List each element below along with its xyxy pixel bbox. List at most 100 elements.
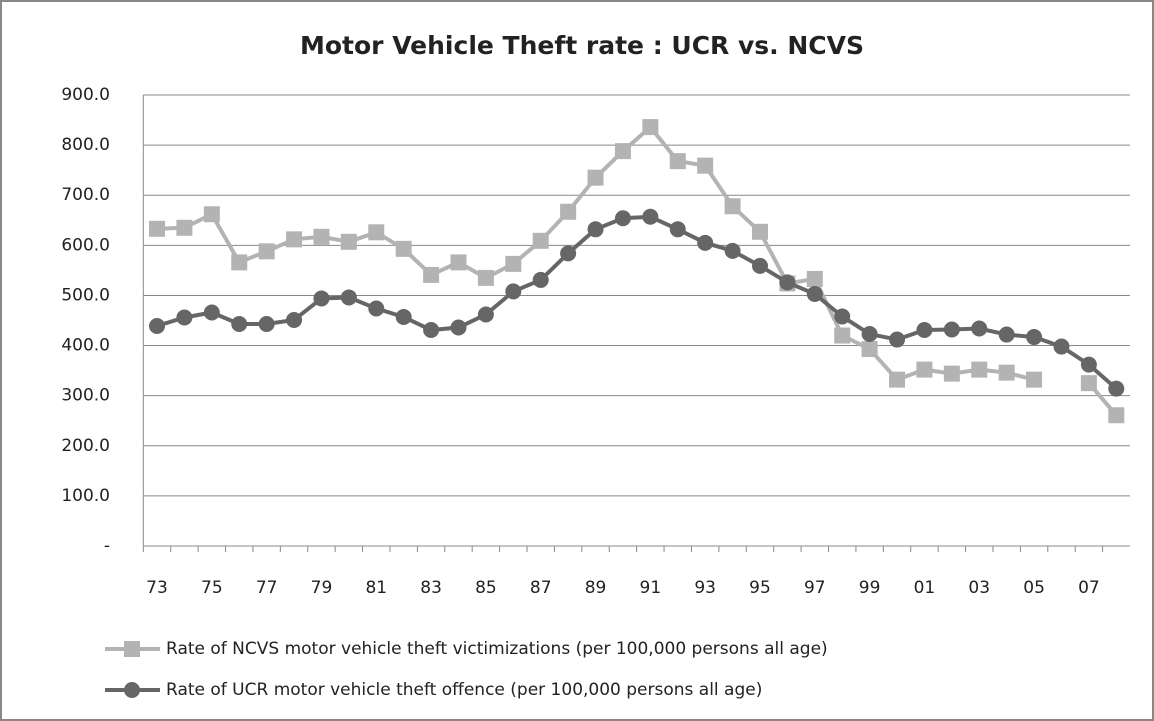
- y-tick-label: 400.0: [61, 336, 110, 356]
- data-point: [724, 198, 741, 215]
- y-tick-label: 900.0: [61, 85, 110, 105]
- data-point: [1026, 371, 1043, 388]
- y-tick-label: 300.0: [61, 386, 110, 406]
- data-point: [203, 304, 220, 321]
- data-point: [889, 371, 906, 388]
- data-point: [477, 306, 494, 323]
- data-point: [834, 327, 851, 344]
- data-point: [697, 157, 714, 174]
- data-point: [395, 240, 412, 257]
- data-point: [751, 223, 768, 240]
- data-point: [998, 326, 1015, 343]
- x-tick-label: 05: [1023, 578, 1045, 598]
- data-point: [916, 322, 933, 339]
- data-point: [724, 242, 741, 259]
- data-point: [450, 254, 467, 271]
- data-point: [998, 364, 1015, 381]
- x-tick-label: 79: [311, 578, 333, 598]
- data-point: [1108, 380, 1125, 397]
- x-tick-label: 03: [968, 578, 990, 598]
- data-point: [916, 361, 933, 378]
- data-point: [286, 311, 303, 328]
- data-point: [423, 322, 440, 339]
- data-point: [971, 361, 988, 378]
- data-point: [532, 271, 549, 288]
- data-point: [395, 308, 412, 325]
- data-point: [943, 365, 960, 382]
- data-point: [340, 233, 357, 250]
- data-point: [834, 308, 851, 325]
- data-point: [203, 206, 220, 223]
- legend-label: Rate of UCR motor vehicle theft offence …: [166, 680, 762, 700]
- data-point: [587, 169, 604, 186]
- data-point: [505, 283, 522, 300]
- y-tick-label: 800.0: [61, 135, 110, 155]
- data-point: [450, 319, 467, 336]
- x-tick-label: 89: [585, 578, 607, 598]
- data-point: [176, 309, 193, 326]
- data-point: [149, 318, 166, 335]
- data-point: [340, 289, 357, 306]
- x-tick-label: 77: [256, 578, 278, 598]
- data-point: [861, 341, 878, 358]
- x-tick-label: 93: [694, 578, 716, 598]
- x-tick-label: 81: [365, 578, 387, 598]
- y-tick-label: 600.0: [61, 235, 110, 255]
- y-tick-label: 100.0: [61, 486, 110, 506]
- data-point: [149, 220, 166, 237]
- x-tick-label: 91: [640, 578, 662, 598]
- data-point: [368, 300, 385, 317]
- chart-title: Motor Vehicle Theft rate : UCR vs. NCVS: [300, 31, 864, 60]
- legend-marker: [124, 641, 140, 657]
- x-tick-label: 73: [146, 578, 168, 598]
- legend-label: Rate of NCVS motor vehicle theft victimi…: [166, 639, 828, 659]
- data-point: [669, 221, 686, 238]
- data-point: [560, 245, 577, 262]
- data-point: [1053, 338, 1070, 355]
- y-tick-label: 700.0: [61, 185, 110, 205]
- data-point: [806, 270, 823, 287]
- data-point: [806, 285, 823, 302]
- data-point: [1080, 356, 1097, 373]
- data-point: [889, 331, 906, 348]
- x-tick-label: 87: [530, 578, 552, 598]
- x-tick-label: 75: [201, 578, 223, 598]
- data-point: [231, 316, 248, 333]
- data-point: [642, 119, 659, 136]
- data-point: [697, 234, 714, 251]
- data-point: [505, 255, 522, 272]
- data-point: [286, 231, 303, 248]
- data-point: [532, 232, 549, 249]
- data-point: [368, 224, 385, 241]
- data-point: [779, 274, 796, 291]
- data-point: [1026, 329, 1043, 346]
- data-point: [258, 316, 275, 333]
- data-point: [176, 219, 193, 236]
- y-tick-label: -: [104, 536, 110, 556]
- data-point: [587, 221, 604, 238]
- x-tick-label: 95: [749, 578, 771, 598]
- x-tick-label: 83: [420, 578, 442, 598]
- data-point: [943, 321, 960, 338]
- data-point: [642, 208, 659, 225]
- legend-marker: [124, 682, 140, 698]
- data-point: [1080, 375, 1097, 392]
- data-point: [560, 203, 577, 220]
- y-tick-label: 500.0: [61, 285, 110, 305]
- data-point: [231, 254, 248, 271]
- data-point: [313, 228, 330, 245]
- x-tick-label: 85: [475, 578, 497, 598]
- data-point: [971, 320, 988, 337]
- x-tick-label: 01: [914, 578, 936, 598]
- x-tick-label: 07: [1078, 578, 1100, 598]
- data-point: [861, 326, 878, 343]
- data-point: [614, 210, 631, 227]
- data-point: [313, 290, 330, 307]
- data-point: [614, 143, 631, 160]
- data-point: [751, 257, 768, 274]
- data-point: [1108, 407, 1125, 424]
- data-point: [477, 269, 494, 286]
- data-point: [423, 266, 440, 283]
